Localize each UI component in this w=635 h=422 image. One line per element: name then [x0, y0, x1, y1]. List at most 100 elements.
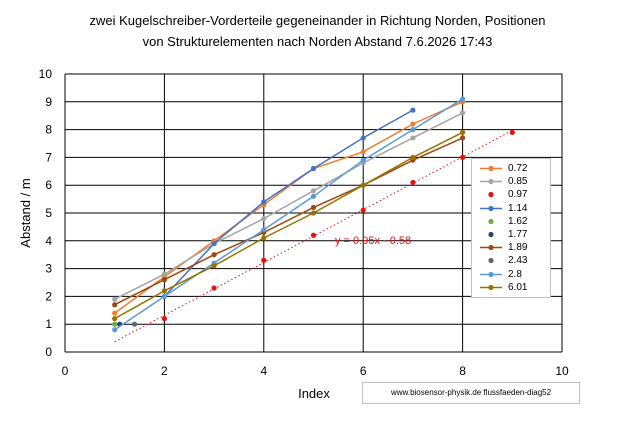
legend-label: 0.85 [508, 176, 528, 188]
data-point [112, 327, 118, 333]
chart-title-line-1: zwei Kugelschreiber-Vorderteile gegenein… [89, 13, 546, 28]
chart-title-line-2: von Strukturelementen nach Norden Abstan… [142, 34, 493, 49]
series-1.62 [112, 321, 118, 327]
data-point [410, 135, 416, 141]
legend-label: 1.14 [508, 202, 528, 214]
data-point [360, 149, 366, 155]
data-point [161, 271, 167, 277]
series-0.97 [161, 129, 515, 322]
series-line [114, 101, 463, 314]
data-point [460, 110, 466, 116]
y-tick-label: 1 [45, 317, 52, 331]
data-point [410, 121, 416, 127]
data-point [211, 263, 217, 269]
y-tick-label: 7 [45, 150, 52, 164]
data-point [112, 316, 118, 322]
legend-label: 0.72 [508, 163, 528, 174]
legend-symbol [480, 205, 502, 211]
y-tick-label: 2 [45, 289, 52, 303]
data-point [310, 210, 317, 216]
y-tick-label: 4 [45, 234, 52, 248]
legend-symbol [480, 165, 502, 172]
y-tick-label: 9 [45, 95, 52, 109]
legend-label: 1.89 [508, 242, 528, 254]
data-point [261, 215, 267, 222]
x-tick-label: 0 [62, 364, 69, 378]
credit-box: www.biosensor-physik.de flussfaeden-diag… [362, 382, 580, 404]
legend-label: 2.43 [508, 255, 528, 267]
data-point [310, 165, 317, 172]
data-point [261, 235, 267, 241]
legend-symbol [480, 179, 502, 185]
data-point [410, 179, 416, 186]
data-point [360, 157, 366, 163]
data-point [112, 321, 118, 327]
legend-symbol [480, 245, 502, 251]
x-tick-label: 4 [260, 364, 267, 378]
x-tick-label: 10 [555, 364, 569, 378]
y-tick-label: 6 [45, 178, 52, 192]
legend-symbol [480, 284, 502, 290]
x-axis-label: Index [298, 386, 330, 401]
legend-label: 1.77 [508, 229, 528, 240]
data-point [410, 127, 416, 133]
y-tick-label: 0 [45, 345, 52, 359]
y-tick-label: 5 [45, 206, 52, 220]
data-point [131, 321, 138, 327]
series-0.85 [112, 110, 466, 302]
data-point [112, 302, 118, 308]
y-axis-label: Abstand / m [18, 178, 33, 247]
data-point [509, 129, 515, 135]
legend-symbol [488, 231, 494, 238]
data-point [161, 288, 167, 294]
data-point [460, 96, 466, 102]
data-point [310, 193, 317, 199]
series-line [163, 109, 414, 297]
data-point [261, 227, 267, 233]
series-1.14 [161, 107, 416, 299]
data-point [310, 188, 317, 194]
y-tick-label: 3 [45, 262, 52, 276]
legend-symbol [488, 258, 494, 264]
data-point [261, 257, 267, 263]
legend-symbol [480, 271, 502, 277]
data-point [460, 154, 466, 160]
data-point [460, 135, 466, 141]
data-point [360, 207, 366, 213]
data-point [112, 296, 118, 302]
data-point [360, 182, 366, 188]
data-point [211, 240, 217, 247]
series-2.8 [112, 96, 466, 333]
series-layer [112, 96, 515, 333]
data-point [360, 135, 366, 141]
legend-label: 1.62 [508, 215, 528, 227]
data-point [310, 204, 317, 211]
series-2.43 [131, 321, 138, 327]
data-point [410, 107, 416, 113]
x-tick-label: 6 [360, 364, 367, 378]
data-point [211, 252, 217, 258]
series-line [114, 137, 463, 306]
data-point [161, 277, 167, 283]
series-line [114, 112, 463, 300]
series-line [114, 98, 463, 331]
data-point [211, 285, 217, 291]
x-tick-label: 8 [459, 364, 466, 378]
y-tick-label: 8 [45, 123, 52, 137]
data-point [261, 199, 267, 205]
data-point [112, 310, 118, 316]
x-tick-label: 2 [161, 364, 168, 378]
data-point [310, 232, 317, 238]
legend-label: 2.8 [508, 268, 522, 280]
series-line [114, 131, 463, 320]
data-point [161, 316, 167, 322]
series-1.89 [112, 135, 466, 308]
y-tick-label: 10 [39, 67, 53, 81]
legend-label: 0.97 [508, 189, 528, 201]
data-point [460, 129, 466, 135]
legend-symbol [488, 218, 494, 224]
legend: 0.72 0.85 0.97 1.14 1.62 1.77 1.89 2.43 2.8 6.01 [471, 158, 551, 298]
data-point [410, 154, 416, 160]
